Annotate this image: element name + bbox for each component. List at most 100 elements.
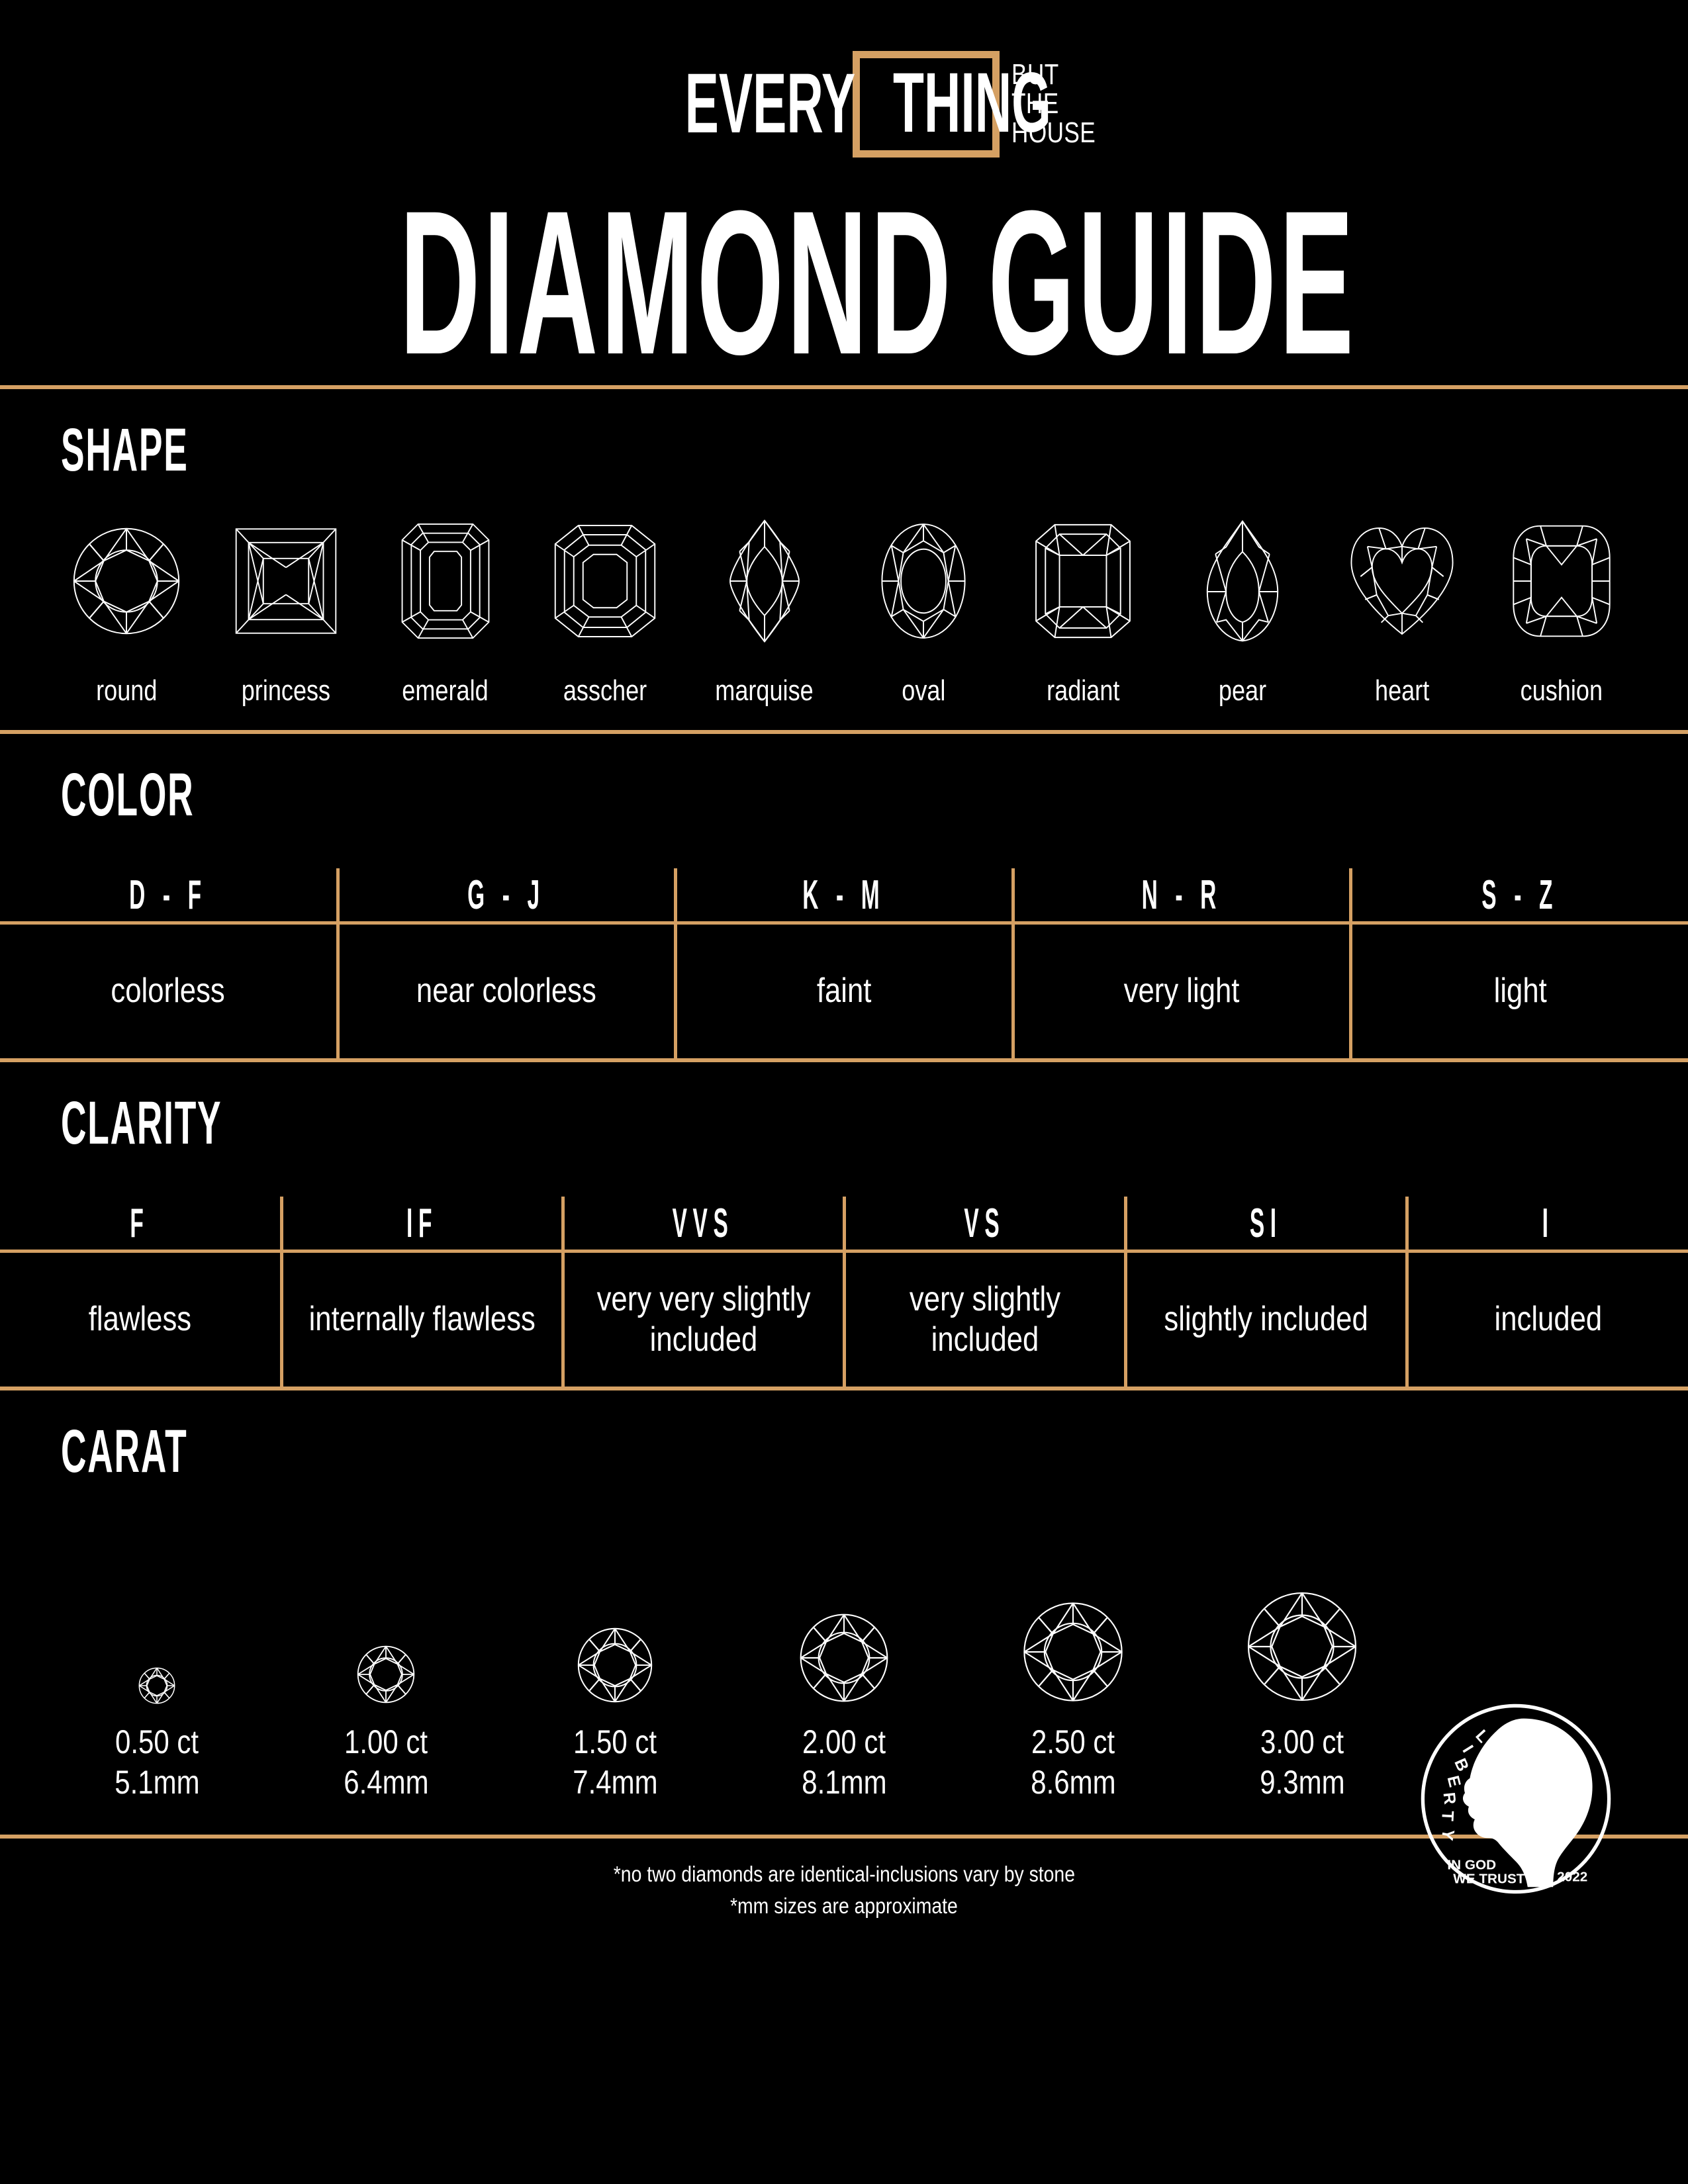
logo-tagline-but: BUT [1011,58,1059,91]
clarity-value-cell: included [1405,1250,1688,1387]
clarity-value-row: flawless internally flawless very very s… [0,1250,1688,1387]
logo-thing-box: THING [853,51,1052,158]
pear-diamond-icon [1168,498,1317,664]
round-diamond-icon [800,1614,888,1702]
carat-label: 1.00 ct 6.4mm [343,1723,429,1801]
round-diamond-icon [1023,1602,1123,1702]
carat-label: 3.00 ct 9.3mm [1259,1723,1345,1801]
shape-label: round [95,674,158,707]
color-value-cell: light [1348,921,1688,1058]
logo-every-text: EVERY [684,56,856,152]
round-diamond-icon [52,498,201,664]
clarity-header-cell[interactable]: I [1405,1197,1688,1253]
shape-label: princess [241,674,331,707]
coin-liberty-text: Y [1437,1827,1458,1842]
section-heading-carat: CARAT [0,1390,1688,1486]
carat-diamond-row [0,1486,1688,1705]
color-header-row: D - F G - J K - M N - R S - Z [0,868,1688,925]
shape-heading-text: SHAPE [61,416,189,484]
shape-item-emerald[interactable]: emerald [371,498,520,707]
carat-label: 1.50 ct 7.4mm [572,1723,658,1801]
shape-item-cushion[interactable]: cushion [1487,498,1636,707]
shape-label: heart [1374,674,1430,707]
carat-item-300[interactable] [1188,1588,1417,1705]
coin-motto-line2: WE TRUST [1453,1871,1525,1886]
carat-label: 0.50 ct 5.1mm [114,1723,200,1801]
shape-item-pear[interactable]: pear [1168,498,1317,707]
logo-tagline-the: THE [1011,87,1059,120]
heart-diamond-icon [1327,498,1477,664]
shape-label: radiant [1047,674,1120,707]
shape-label: pear [1219,674,1267,707]
clarity-value-cell: very very slightly included [561,1250,846,1387]
divider-after-shape [0,730,1688,734]
footnote-line-1: *no two diamonds are identical-inclusion… [613,1862,1075,1886]
footnote-line-2: *mm sizes are approximate [730,1893,958,1918]
clarity-value-cell: very slightly included [842,1250,1127,1387]
shape-item-round[interactable]: round [52,498,201,707]
clarity-header-row: F IF VVS VS SI I [0,1197,1688,1253]
footnotes: *no two diamonds are identical-inclusion… [0,1839,1688,1922]
divider-after-title [0,385,1688,389]
shape-label: oval [902,674,946,707]
carat-item-150[interactable] [500,1625,729,1705]
clarity-header-cell[interactable]: IF [279,1197,565,1253]
color-value-row: colorless near colorless faint very ligh… [0,921,1688,1058]
clarity-header-cell[interactable]: SI [1123,1197,1409,1253]
clarity-heading-text: CLARITY [61,1089,222,1157]
cushion-diamond-icon [1487,498,1636,664]
color-value-cell: very light [1011,921,1352,1058]
carat-label: 2.00 ct 8.1mm [801,1723,887,1801]
color-header-cell[interactable]: K - M [673,868,1015,925]
shape-label: marquise [715,674,814,707]
carat-label-row: 0.50 ct 5.1mm 1.00 ct 6.4mm 1.50 ct 7.4m… [0,1705,1688,1803]
princess-diamond-icon [211,498,361,664]
shape-label: asscher [563,674,647,707]
section-heading-shape: SHAPE [0,389,1688,485]
coin-motto-line1: IN GOD [1447,1858,1496,1873]
shape-item-princess[interactable]: princess [211,498,361,707]
coin-liberty-text: R [1440,1792,1460,1805]
clarity-header-cell[interactable]: VVS [561,1197,846,1253]
carat-item-250[interactable] [959,1599,1188,1705]
section-heading-color: COLOR [0,734,1688,830]
clarity-value-cell: slightly included [1123,1250,1409,1387]
clarity-header-cell[interactable]: F [0,1197,283,1253]
shape-item-heart[interactable]: heart [1327,498,1477,707]
coin-liberty-text: I [1459,1742,1477,1756]
color-header-cell[interactable]: D - F [0,868,340,925]
coin-liberty-text: T [1438,1810,1457,1821]
shape-item-asscher[interactable]: asscher [530,498,680,707]
clarity-grade-table: F IF VVS VS SI I flawless internally fla… [0,1197,1688,1387]
logo-tagline-house: HOUSE [1011,116,1096,150]
carat-item-050[interactable] [42,1666,271,1705]
divider-after-color [0,1058,1688,1062]
color-header-cell[interactable]: N - R [1011,868,1352,925]
round-diamond-icon [138,1667,175,1704]
divider-after-clarity [0,1387,1688,1390]
clarity-header-cell[interactable]: VS [842,1197,1127,1253]
carat-label: 2.50 ct 8.6mm [1030,1723,1116,1801]
round-diamond-icon [357,1645,415,1704]
carat-item-200[interactable] [729,1611,959,1705]
logo-thing-text: THING [893,56,1052,151]
color-header-cell[interactable]: S - Z [1348,868,1688,925]
shape-item-marquise[interactable]: marquise [690,498,839,707]
divider-before-footnotes [0,1835,1688,1839]
shape-item-oval[interactable]: oval [849,498,998,707]
shape-item-radiant[interactable]: radiant [1008,498,1158,707]
carat-item-100[interactable] [271,1644,500,1705]
page-title-text: DIAMOND GUIDE [399,167,1357,397]
color-header-cell[interactable]: G - J [336,868,677,925]
asscher-diamond-icon [530,498,680,664]
oval-diamond-icon [849,498,998,664]
color-value-cell: near colorless [336,921,677,1058]
dime-label: dime 17.91mm [1473,1723,1589,1801]
radiant-diamond-icon [1008,498,1158,664]
page-title: DIAMOND GUIDE [0,180,1688,385]
shape-label: emerald [402,674,489,707]
carat-heading-text: CARAT [61,1418,188,1485]
coin-year-text: 2022 [1557,1869,1587,1884]
emerald-diamond-icon [371,498,520,664]
logo-tagline: BUT THE HOUSE [1011,60,1117,148]
